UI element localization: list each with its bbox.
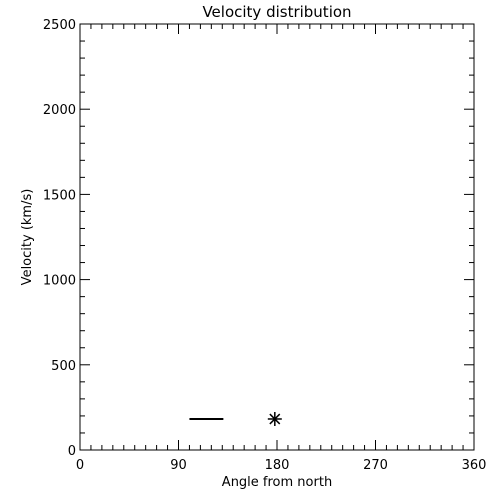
y-axis-label: Velocity (km/s) bbox=[20, 189, 35, 286]
asterisk-stroke bbox=[269, 413, 281, 425]
x-tick-label: 270 bbox=[363, 458, 388, 473]
asterisk-point bbox=[267, 411, 282, 426]
x-axis-label: Angle from north bbox=[222, 475, 332, 490]
x-tick-label: 360 bbox=[462, 458, 487, 473]
y-tick-label: 2500 bbox=[43, 18, 76, 33]
y-tick-label: 2000 bbox=[43, 103, 76, 118]
y-tick-label: 1500 bbox=[43, 188, 76, 203]
chart-title: Velocity distribution bbox=[202, 3, 351, 21]
y-tick-label: 1000 bbox=[43, 274, 76, 289]
y-tick-label: 500 bbox=[51, 359, 76, 374]
x-tick-label: 180 bbox=[265, 458, 290, 473]
y-tick-label: 0 bbox=[68, 444, 76, 459]
x-tick-label: 90 bbox=[170, 458, 187, 473]
x-tick-label: 0 bbox=[76, 458, 84, 473]
